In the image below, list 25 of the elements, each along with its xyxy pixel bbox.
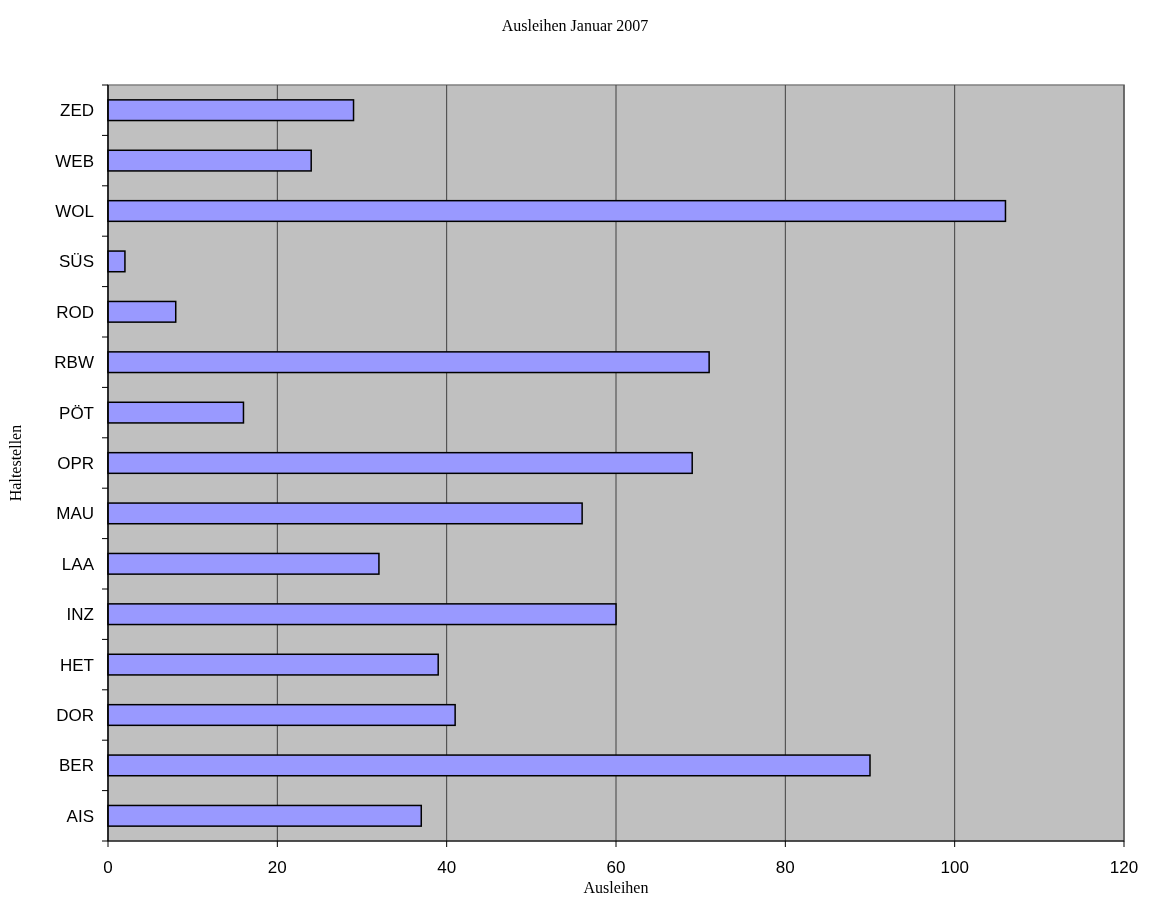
y-tick-label: ROD xyxy=(56,302,94,322)
y-tick-label: OPR xyxy=(57,453,94,473)
x-tick-label: 0 xyxy=(103,858,113,877)
chart-title: Ausleihen Januar 2007 xyxy=(501,17,649,34)
y-tick-label: DOR xyxy=(56,705,94,725)
y-axis-title: Haltestellen xyxy=(7,424,24,502)
x-tick-label: 120 xyxy=(1109,858,1139,877)
x-axis-title: Ausleihen xyxy=(583,879,649,896)
y-tick-label: BER xyxy=(59,756,94,776)
x-tick-label: 80 xyxy=(775,858,795,877)
x-tick-label: 40 xyxy=(437,858,457,877)
y-tick-label: WEB xyxy=(55,151,94,171)
y-tick-label: INZ xyxy=(66,605,94,625)
x-tick-label: 60 xyxy=(606,858,626,877)
y-tick-label: AIS xyxy=(66,806,94,826)
x-tick-label: 20 xyxy=(267,858,287,877)
y-tick-label: WOL xyxy=(55,201,94,221)
y-tick-label: PÖT xyxy=(59,403,94,423)
y-tick-label: HET xyxy=(60,655,94,675)
y-tick-label: ZED xyxy=(60,101,94,121)
x-tick-label: 100 xyxy=(940,858,969,877)
y-tick-label: MAU xyxy=(56,504,94,524)
y-tick-label: LAA xyxy=(61,554,95,574)
y-tick-label: SÜS xyxy=(59,252,94,272)
y-tick-label: RBW xyxy=(54,353,94,373)
